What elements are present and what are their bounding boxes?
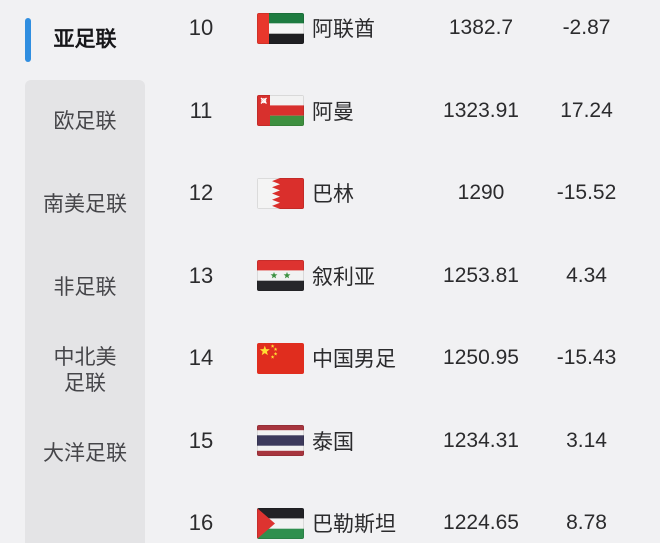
sidebar-item-ofc[interactable]: 大洋足联 bbox=[25, 412, 145, 495]
country-name: 泰国 bbox=[312, 430, 354, 454]
points-cell: 1253.81 bbox=[443, 263, 519, 287]
country-name: 叙利亚 bbox=[312, 265, 375, 289]
country-name: 巴林 bbox=[312, 183, 354, 207]
flag-palestine-icon bbox=[257, 507, 304, 539]
points-cell: 1323.91 bbox=[443, 98, 519, 122]
flag-oman-icon bbox=[257, 95, 304, 127]
flag-uae-icon bbox=[257, 12, 304, 44]
change-cell: 3.14 bbox=[566, 428, 607, 452]
rank-cell: 14 bbox=[188, 345, 214, 371]
country-name: 巴勒斯坦 bbox=[312, 513, 396, 537]
table-row[interactable]: 13 叙利亚 1253.81 4.34 bbox=[145, 235, 660, 318]
sidebar-item-caf[interactable]: 非足联 bbox=[25, 246, 145, 329]
points-cell: 1382.7 bbox=[448, 16, 514, 40]
rank-cell: 12 bbox=[188, 180, 214, 206]
table-row[interactable]: 10 阿联酋 1382.7 -2.87 bbox=[145, 0, 660, 70]
change-cell: -2.87 bbox=[562, 16, 611, 40]
sidebar-item-concacaf[interactable]: 中北美 足联 bbox=[25, 329, 145, 412]
change-cell: 8.78 bbox=[566, 511, 607, 535]
sidebar-item-label: 中北美 足联 bbox=[53, 346, 117, 395]
change-cell: -15.43 bbox=[556, 346, 617, 370]
rank-cell: 16 bbox=[188, 510, 214, 536]
sidebar-background bbox=[25, 495, 145, 543]
rank-cell: 15 bbox=[188, 427, 214, 453]
sidebar-item-label: 大洋足联 bbox=[43, 441, 127, 465]
points-cell: 1290 bbox=[457, 181, 505, 205]
sidebar-item-afc[interactable]: 亚足联 bbox=[25, 0, 145, 80]
flag-syria-icon bbox=[257, 260, 304, 292]
table-row[interactable]: 11 阿曼 1323.91 17.24 bbox=[145, 70, 660, 153]
rank-cell: 11 bbox=[189, 97, 213, 123]
table-row[interactable]: 12 巴林 1290 -15.52 bbox=[145, 152, 660, 235]
change-cell: 17.24 bbox=[560, 98, 613, 122]
sidebar-item-label: 南美足联 bbox=[43, 192, 127, 216]
change-cell: -15.52 bbox=[556, 181, 617, 205]
table-row[interactable]: 16 巴勒斯坦 1224.65 8.78 bbox=[145, 482, 660, 543]
points-cell: 1250.95 bbox=[443, 346, 519, 370]
sidebar-item-uefa[interactable]: 欧足联 bbox=[25, 80, 145, 163]
change-cell: 4.34 bbox=[566, 263, 607, 287]
points-cell: 1224.65 bbox=[443, 511, 519, 535]
sidebar-item-label: 非足联 bbox=[53, 275, 117, 299]
sidebar-group: 欧足联 南美足联 非足联 中北美 足联 大洋足联 bbox=[25, 80, 145, 543]
flag-china-icon bbox=[257, 342, 304, 374]
confederation-sidebar: 亚足联 欧足联 南美足联 非足联 中北美 足联 大洋足联 bbox=[0, 0, 145, 543]
sidebar-item-conmebol[interactable]: 南美足联 bbox=[25, 163, 145, 246]
table-row[interactable]: 15 泰国 1234.31 3.14 bbox=[145, 400, 660, 483]
table-row[interactable]: 14 中国男足 1250.95 -15.43 bbox=[145, 317, 660, 400]
sidebar-item-label: 欧足联 bbox=[53, 109, 117, 133]
country-name: 阿曼 bbox=[312, 100, 354, 124]
rank-cell: 10 bbox=[188, 15, 214, 41]
flag-bahrain-icon bbox=[257, 177, 304, 209]
country-name: 阿联酋 bbox=[312, 18, 375, 42]
active-indicator-bar bbox=[25, 18, 31, 62]
country-name: 中国男足 bbox=[312, 348, 396, 372]
points-cell: 1234.31 bbox=[443, 428, 519, 452]
ranking-table: 10 阿联酋 1382.7 -2.87 11 bbox=[145, 0, 660, 543]
rank-cell: 13 bbox=[188, 262, 214, 288]
sidebar-item-label: 亚足联 bbox=[53, 28, 117, 52]
flag-thailand-icon bbox=[257, 425, 304, 457]
